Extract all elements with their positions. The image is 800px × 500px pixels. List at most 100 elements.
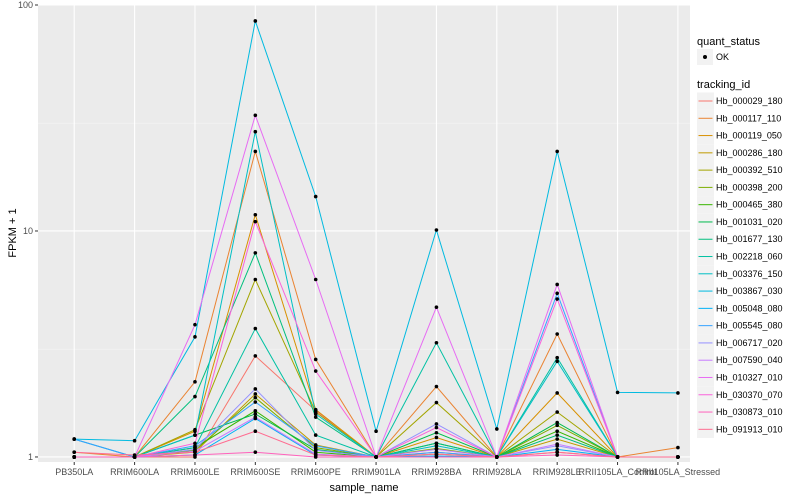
data-point [253, 251, 258, 255]
data-point [193, 335, 197, 339]
data-point [253, 392, 258, 396]
data-point [676, 391, 680, 395]
data-point [313, 453, 318, 457]
data-point [72, 437, 77, 441]
data-point [313, 415, 318, 419]
data-point [313, 444, 318, 448]
y-tick-label: 1 [28, 452, 33, 462]
data-point [253, 387, 258, 391]
data-point [676, 455, 680, 459]
legend-label: Hb_000117_110 [716, 113, 781, 123]
y-axis-title: FPKM + 1 [7, 208, 19, 257]
data-point [313, 357, 318, 362]
data-point [434, 422, 439, 426]
data-point [434, 228, 439, 232]
data-point [434, 384, 439, 389]
data-point [313, 433, 318, 437]
x-tick-label: RRIM901LA [352, 467, 401, 477]
data-point [555, 391, 559, 395]
data-point [555, 282, 559, 287]
legend-label: Hb_001031_020 [716, 217, 783, 227]
data-point [555, 291, 559, 296]
legend-label: OK [716, 52, 729, 62]
data-point [555, 447, 559, 452]
data-point [313, 412, 318, 416]
x-axis: PB350LA RRIM600LA RRIM600LE RRIM600SE RRIM60… [55, 462, 720, 477]
x-tick-label: RRIM600LE [170, 467, 219, 477]
shape-legend-items: OK [697, 49, 729, 65]
x-tick-label: RRIM600PE [291, 467, 341, 477]
data-point [615, 390, 620, 395]
data-point [72, 455, 77, 459]
data-point [495, 427, 499, 431]
legend-label: Hb_000286_180 [716, 148, 783, 158]
data-point [253, 429, 258, 434]
x-tick-label: RRII105LA_Control [579, 467, 657, 477]
data-point [555, 359, 559, 364]
legend-label: Hb_005048_080 [716, 303, 783, 313]
y-tick-label: 10 [23, 226, 33, 236]
data-point [253, 129, 258, 134]
data-point [555, 442, 559, 446]
data-point [555, 332, 559, 336]
data-point [434, 305, 439, 309]
legend-label: Hb_030873_010 [716, 407, 783, 417]
grid [38, 4, 690, 462]
color-legend-title: tracking_id [697, 79, 750, 91]
series-points [72, 19, 680, 459]
data-point [313, 277, 318, 282]
data-point [253, 450, 258, 454]
data-point [132, 453, 137, 457]
legend-label: Hb_005545_080 [716, 321, 783, 331]
shape-legend-title: quant_status [697, 36, 760, 48]
data-point [253, 277, 258, 282]
data-point [253, 326, 258, 331]
data-point [555, 355, 559, 360]
data-point [253, 113, 258, 118]
data-point [253, 415, 258, 419]
data-point [193, 441, 197, 446]
data-point [555, 420, 559, 425]
data-point [253, 409, 258, 413]
legend-label: Hb_000029_180 [716, 96, 783, 106]
data-point [193, 394, 197, 399]
data-point [374, 455, 378, 459]
legend-label: Hb_000398_200 [716, 182, 783, 192]
data-point [555, 429, 559, 434]
legend-label: Hb_091913_010 [716, 424, 783, 434]
data-point [555, 423, 559, 428]
data-point [193, 427, 197, 432]
data-point [555, 433, 559, 437]
data-point [253, 412, 258, 416]
data-point [555, 297, 559, 301]
legend-label: Hb_003376_150 [716, 269, 783, 279]
data-point [193, 444, 197, 448]
data-point [132, 438, 137, 443]
legend-label: Hb_000392_510 [716, 165, 783, 175]
y-axis: 1 10 100 [18, 0, 38, 462]
legend-label: Hb_010327_010 [716, 372, 783, 382]
x-tick-label: RRIM600LA [110, 467, 159, 477]
data-point [193, 433, 197, 437]
data-point [72, 450, 77, 454]
data-point [313, 369, 318, 373]
color-legend-items: Hb_000029_180 Hb_000117_110 Hb_000119_050 H… [697, 92, 783, 438]
panel-background [38, 5, 690, 462]
data-point [313, 194, 318, 199]
data-point [434, 455, 439, 459]
x-tick-label: RRII105LA_Stressed [636, 467, 721, 477]
data-point [193, 450, 197, 454]
data-point [555, 453, 559, 457]
x-tick-label: RRIM928LA [472, 467, 521, 477]
data-point [193, 380, 197, 384]
data-point [434, 444, 439, 448]
data-point [434, 447, 439, 452]
data-point [555, 437, 559, 441]
data-point [555, 149, 559, 154]
data-point [253, 149, 258, 154]
legend: quant_status tracking_id OK Hb_000029_18… [697, 36, 783, 438]
data-point [434, 341, 439, 345]
data-point [253, 400, 258, 404]
data-point [253, 212, 258, 217]
